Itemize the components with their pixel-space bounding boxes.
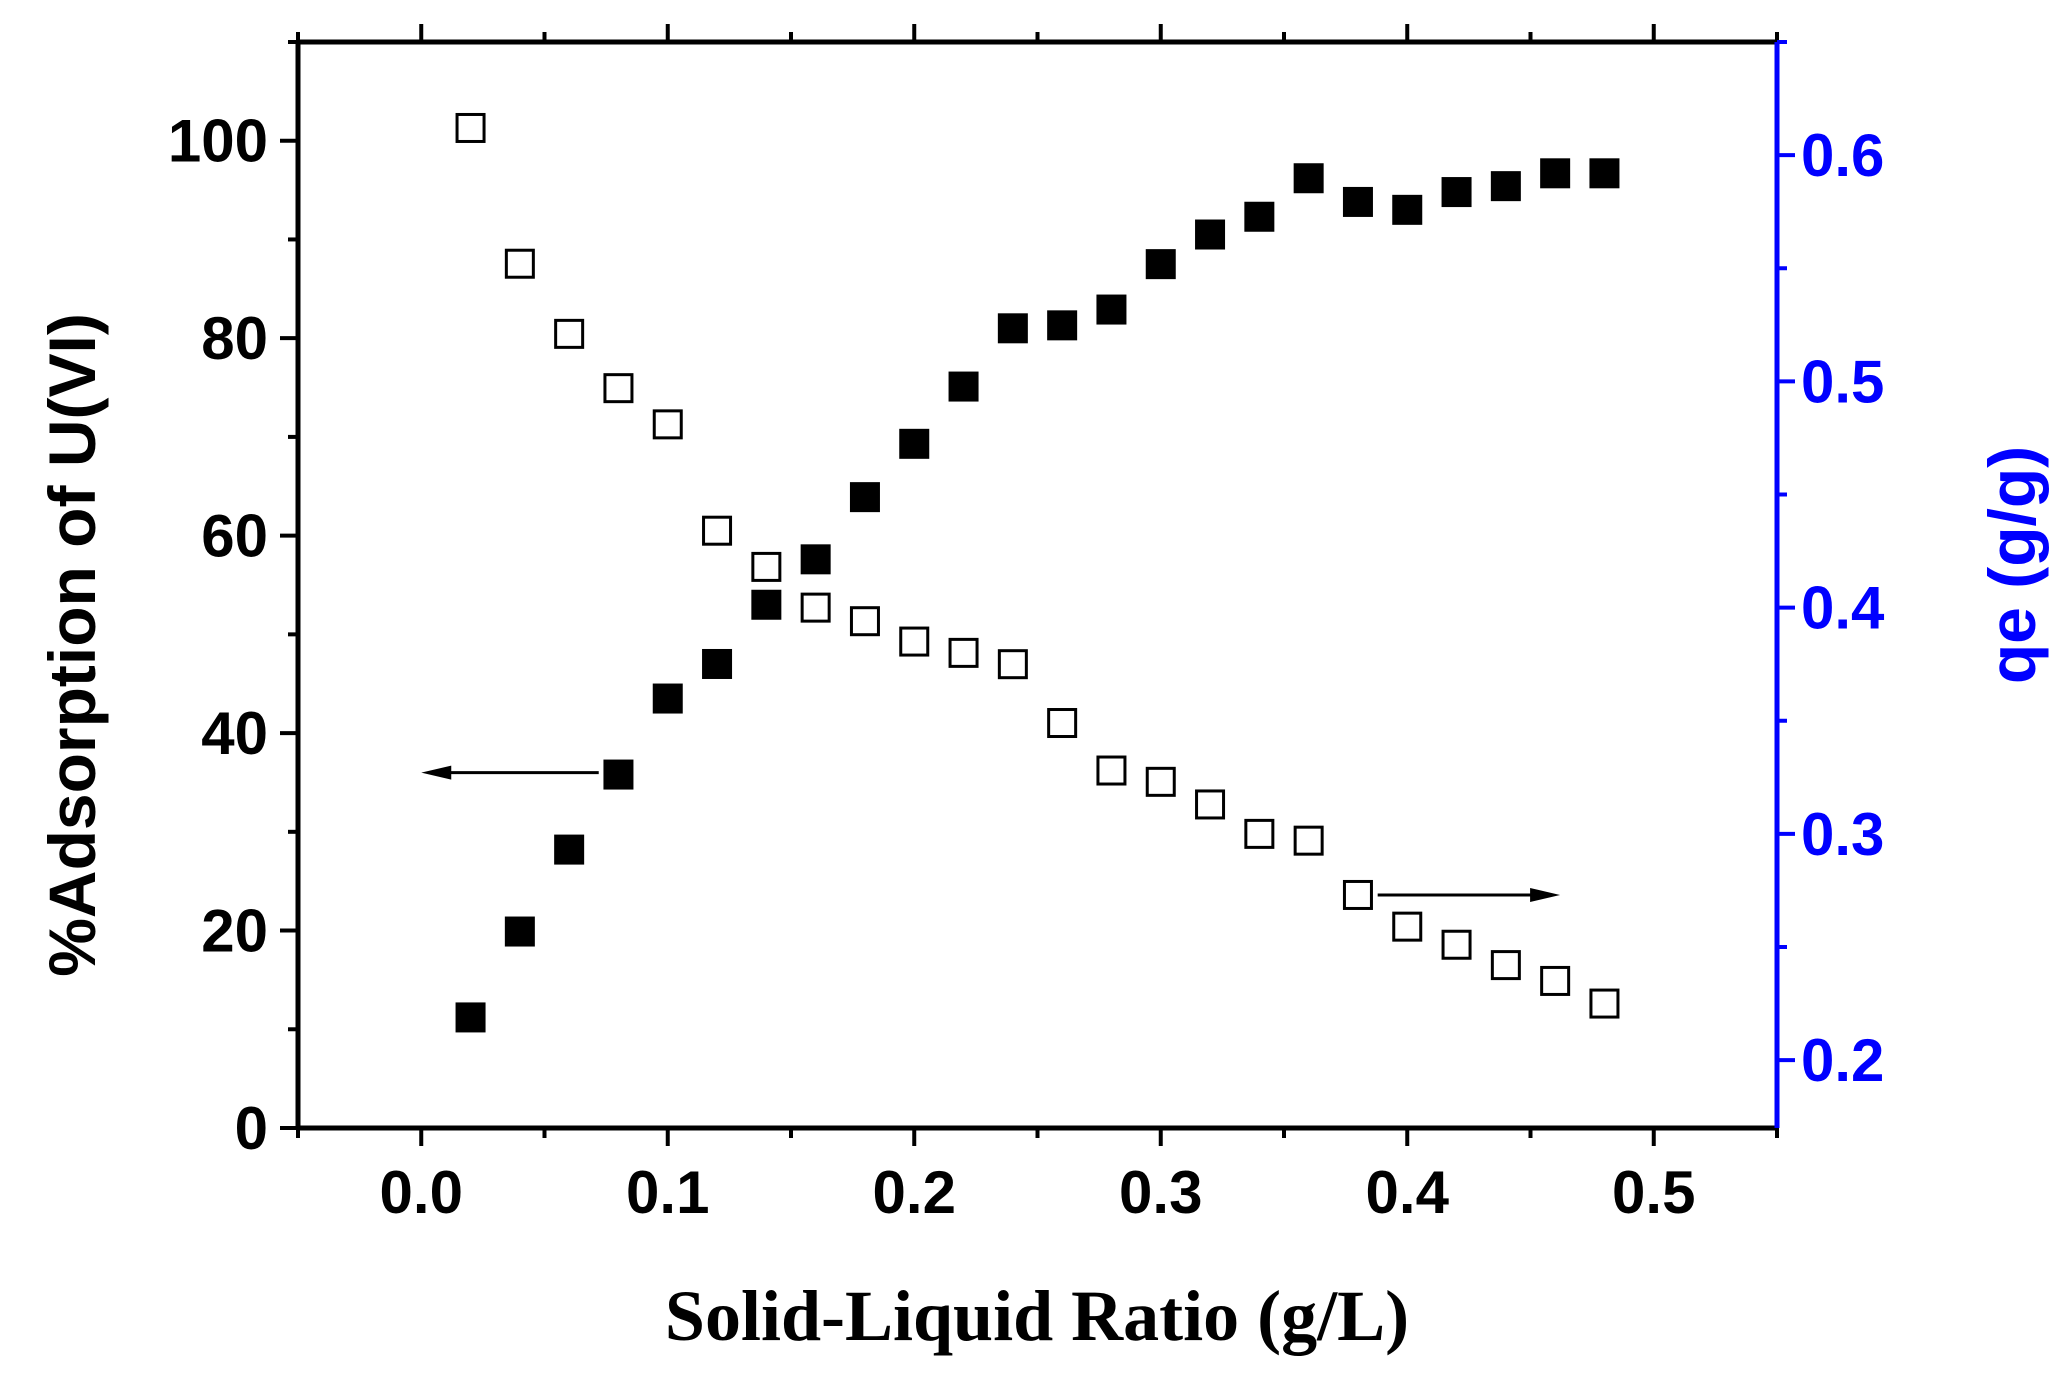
data-point-filled bbox=[554, 834, 585, 865]
data-point-open bbox=[1589, 988, 1620, 1019]
data-point-open bbox=[1047, 708, 1078, 739]
y-right-tick-label: 0.4 bbox=[1801, 575, 1885, 642]
x-tick-label: 0.0 bbox=[380, 1159, 463, 1226]
y-right-tick-label: 0.3 bbox=[1801, 801, 1884, 868]
data-point-open bbox=[1293, 825, 1324, 856]
data-point-filled bbox=[652, 683, 683, 714]
x-tick-label: 0.1 bbox=[626, 1159, 709, 1226]
y-left-tick-label: 20 bbox=[201, 898, 268, 965]
y-left-tick-label: 100 bbox=[168, 108, 268, 175]
data-point-filled bbox=[1047, 310, 1078, 341]
data-point-open bbox=[899, 626, 930, 657]
data-point-open bbox=[603, 373, 634, 404]
data-point-open bbox=[1490, 950, 1521, 981]
data-point-filled bbox=[1589, 158, 1620, 189]
data-point-filled bbox=[899, 428, 930, 459]
data-point-filled bbox=[849, 482, 880, 513]
tick-marks bbox=[280, 24, 1795, 1146]
data-point-filled bbox=[1392, 194, 1423, 225]
data-point-filled bbox=[1145, 249, 1176, 280]
data-point-filled bbox=[1293, 163, 1324, 194]
data-point-open bbox=[800, 592, 831, 623]
x-tick-label: 0.4 bbox=[1366, 1159, 1450, 1226]
data-point-filled bbox=[603, 759, 634, 790]
data-point-open bbox=[1096, 755, 1127, 786]
y-right-tick-labels: 0.2 0.3 0.4 0.5 0.6 bbox=[1801, 122, 1885, 1094]
data-point-filled bbox=[997, 313, 1028, 344]
data-point-open bbox=[1540, 965, 1571, 996]
y-axis-left-label: %Adsorption of U(VI) bbox=[35, 313, 109, 977]
y-right-tick-label: 0.6 bbox=[1801, 122, 1884, 189]
x-tick-label: 0.3 bbox=[1119, 1159, 1202, 1226]
x-axis-label: Solid-Liquid Ratio (g/L) bbox=[665, 1276, 1409, 1356]
data-point-open bbox=[849, 606, 880, 637]
data-point-open bbox=[1145, 766, 1176, 797]
y-right-tick-label: 0.5 bbox=[1801, 348, 1884, 415]
data-point-filled bbox=[1441, 177, 1472, 208]
data-point-open bbox=[702, 515, 733, 546]
data-point-open bbox=[1244, 818, 1275, 849]
data-point-open bbox=[1342, 879, 1373, 910]
data-point-filled bbox=[1342, 186, 1373, 217]
data-point-open bbox=[948, 637, 979, 668]
arrow-left-head bbox=[421, 765, 452, 780]
data-point-filled bbox=[751, 589, 782, 620]
data-point-filled bbox=[948, 371, 979, 402]
y-left-tick-label: 80 bbox=[201, 305, 268, 372]
y-right-tick-label: 0.2 bbox=[1801, 1027, 1884, 1094]
y-left-tick-label: 40 bbox=[201, 700, 268, 767]
y-left-tick-labels: 0 20 40 60 80 100 bbox=[168, 108, 268, 1162]
plot-frame bbox=[295, 39, 1780, 1131]
data-point-open bbox=[751, 551, 782, 582]
data-point-filled bbox=[1096, 294, 1127, 325]
data-point-open bbox=[1195, 789, 1226, 820]
data-point-open bbox=[455, 112, 486, 143]
arrow-right-head bbox=[1530, 887, 1561, 902]
x-tick-labels: 0.0 0.1 0.2 0.3 0.4 0.5 bbox=[380, 1159, 1696, 1226]
data-point-filled bbox=[1244, 201, 1275, 232]
data-point-open bbox=[652, 409, 683, 440]
data-point-open bbox=[997, 649, 1028, 680]
y-left-tick-label: 0 bbox=[235, 1095, 268, 1162]
y-left-tick-label: 60 bbox=[201, 503, 268, 570]
data-point-filled bbox=[1490, 171, 1521, 202]
data-point-filled bbox=[800, 544, 831, 575]
annotation-arrows bbox=[421, 765, 1561, 902]
data-point-filled bbox=[1195, 219, 1226, 250]
x-tick-label: 0.2 bbox=[873, 1159, 956, 1226]
series-adsorption bbox=[455, 158, 1620, 1033]
series-qe bbox=[455, 112, 1620, 1019]
data-point-filled bbox=[504, 916, 535, 947]
data-point-open bbox=[504, 248, 535, 279]
data-point-filled bbox=[702, 648, 733, 679]
data-series bbox=[455, 112, 1620, 1033]
data-point-open bbox=[1441, 929, 1472, 960]
data-point-filled bbox=[1540, 158, 1571, 189]
data-point-open bbox=[1392, 911, 1423, 942]
x-tick-label: 0.5 bbox=[1612, 1159, 1695, 1226]
y-axis-right-label: qe (g/g) bbox=[1975, 446, 2049, 684]
data-point-filled bbox=[455, 1002, 486, 1033]
data-point-open bbox=[554, 318, 585, 349]
